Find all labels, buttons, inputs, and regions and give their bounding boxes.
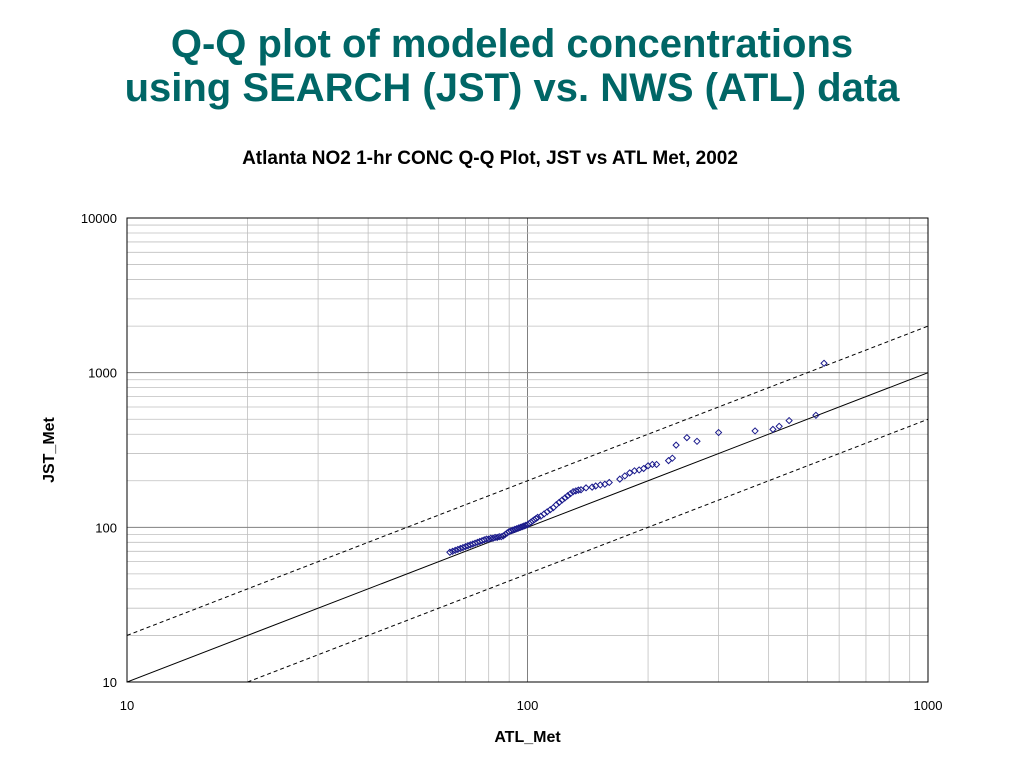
slide-title-line-2: using SEARCH (JST) vs. NWS (ATL) data <box>124 66 900 110</box>
y-tick-label: 1000 <box>88 366 117 381</box>
data-point <box>626 469 634 477</box>
data-point <box>672 441 680 449</box>
data-point <box>558 496 566 504</box>
data-point <box>820 359 828 367</box>
data-point <box>516 523 525 532</box>
data-point <box>769 425 777 434</box>
data-point <box>566 489 575 498</box>
chart-title: Atlanta NO2 1-hr CONC Q-Q Plot, JST vs A… <box>242 148 738 169</box>
data-point <box>563 492 572 500</box>
data-point <box>505 527 513 536</box>
data-point <box>683 433 691 442</box>
data-point <box>459 543 467 552</box>
y-axis-title: JST_Met <box>41 416 58 482</box>
data-point <box>456 544 465 553</box>
data-point <box>454 545 462 554</box>
data-point <box>616 475 624 483</box>
data-point <box>561 494 569 502</box>
data-point <box>605 478 613 487</box>
x-tick-label: 10 <box>120 698 134 713</box>
data-point <box>621 472 629 480</box>
data-point <box>533 513 542 522</box>
data-point <box>518 522 526 531</box>
y-tick-label: 10 <box>103 675 117 690</box>
data-point <box>543 508 551 516</box>
data-point <box>501 530 509 539</box>
data-point <box>668 454 677 462</box>
reference-line <box>126 325 929 636</box>
data-point <box>555 498 563 507</box>
reference-line <box>247 418 929 683</box>
data-point <box>812 411 820 420</box>
data-point <box>588 483 596 491</box>
x-tick-label: 100 <box>517 698 539 713</box>
x-tick-label: 1000 <box>914 698 943 713</box>
data-point <box>652 460 661 469</box>
data-point <box>574 486 583 494</box>
y-tick-label: 100 <box>95 520 117 535</box>
data-point <box>514 524 523 532</box>
data-point <box>664 456 673 465</box>
data-point <box>639 464 648 473</box>
data-point <box>513 524 521 533</box>
data-point <box>499 532 507 540</box>
data-point <box>511 525 519 534</box>
grid-lines <box>126 218 928 683</box>
data-points <box>446 359 828 556</box>
data-point <box>495 532 503 541</box>
data-point <box>569 487 577 496</box>
data-point <box>775 422 783 431</box>
data-point <box>552 501 560 509</box>
data-point <box>546 506 554 514</box>
data-point <box>509 526 517 534</box>
data-point <box>520 522 528 530</box>
data-point <box>532 514 540 523</box>
data-point <box>714 428 723 437</box>
data-point <box>577 486 585 494</box>
data-point <box>582 484 590 492</box>
data-point <box>693 437 701 445</box>
data-point <box>751 427 759 435</box>
slide-title-line-1: Q-Q plot of modeled concentrations <box>170 22 854 66</box>
data-point <box>785 416 793 425</box>
y-tick-label: 10000 <box>81 211 117 226</box>
x-axis-title: ATL_Met <box>494 729 561 746</box>
data-point <box>446 548 454 556</box>
data-point <box>448 547 457 555</box>
data-point <box>507 527 515 535</box>
tick-labels: 10 100 1000 10 100 1000 10000 <box>81 211 943 713</box>
data-point <box>451 546 459 555</box>
slide-title: Q-Q plot of modeled concentrations using… <box>0 22 1024 110</box>
plot-area-frame <box>126 217 929 683</box>
